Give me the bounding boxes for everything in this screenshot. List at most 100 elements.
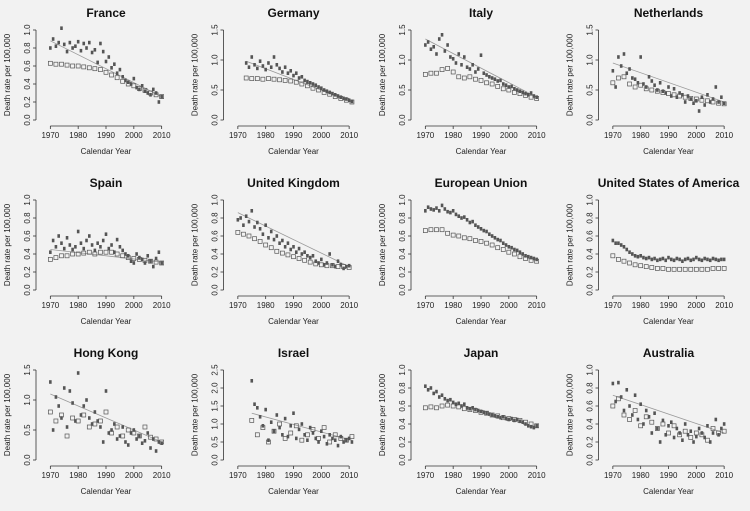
- data-point-cross: [708, 100, 712, 104]
- data-point-cross: [490, 234, 494, 238]
- data-point-square: [660, 421, 666, 427]
- data-point-cross: [99, 41, 102, 46]
- data-point-square: [473, 76, 478, 82]
- data-point-cross: [474, 223, 477, 227]
- y-tick-label: 1.0: [586, 194, 595, 206]
- data-point-square: [721, 266, 727, 271]
- data-point-square: [428, 70, 434, 76]
- data-point-square: [268, 245, 274, 251]
- x-tick-label: 1980: [69, 131, 87, 140]
- data-point-cross: [622, 52, 626, 56]
- data-point-square: [489, 81, 495, 87]
- data-point-cross: [717, 433, 720, 437]
- x-tick-label: 1980: [257, 471, 275, 480]
- y-tick-label: 1.0: [211, 418, 220, 430]
- data-point-square: [450, 403, 456, 409]
- data-point-cross: [471, 406, 474, 410]
- data-point-cross: [325, 261, 329, 265]
- data-point-square: [467, 236, 473, 242]
- data-point-square: [478, 239, 484, 244]
- data-point-cross: [294, 71, 298, 75]
- data-point-cross: [424, 209, 427, 213]
- data-point-square: [439, 403, 445, 409]
- data-point-square: [434, 70, 439, 76]
- data-point-cross: [722, 257, 726, 262]
- data-point-square: [610, 80, 616, 86]
- data-point-square: [288, 78, 294, 84]
- y-tick-label: 1.0: [23, 24, 32, 36]
- data-point-cross: [672, 87, 676, 91]
- data-point-cross: [314, 436, 318, 441]
- y-tick-label: 0.0: [23, 284, 32, 296]
- data-point-cross: [96, 60, 99, 65]
- data-point-square: [327, 439, 333, 445]
- data-point-cross: [619, 64, 623, 68]
- x-axis-title: Calendar Year: [268, 317, 319, 326]
- data-point-cross: [272, 429, 276, 433]
- data-point-square: [92, 421, 98, 427]
- data-point-cross: [320, 257, 323, 262]
- data-point-cross: [513, 87, 516, 91]
- data-point-cross: [124, 78, 127, 83]
- data-point-cross: [311, 82, 315, 86]
- data-point-square: [710, 266, 716, 271]
- data-point-square: [434, 227, 439, 233]
- data-point-cross: [289, 69, 293, 73]
- data-point-cross: [272, 237, 276, 242]
- trend-line: [251, 412, 353, 441]
- data-point-cross: [149, 259, 152, 263]
- data-point-cross: [496, 415, 499, 419]
- data-point-cross: [460, 63, 463, 67]
- data-point-cross: [672, 435, 676, 440]
- data-point-cross: [697, 426, 701, 431]
- data-point-cross: [143, 89, 147, 93]
- data-point-square: [616, 75, 621, 81]
- data-point-cross: [681, 259, 684, 263]
- data-point-cross: [720, 426, 723, 431]
- data-point-cross: [347, 263, 351, 268]
- data-point-cross: [706, 257, 709, 262]
- panel-european-union: European Union 0.0 0.2 0.4 0.6 0.8 1.0 1970 1980…: [378, 176, 546, 326]
- x-tick-label: 2000: [312, 301, 330, 310]
- data-point-cross: [300, 252, 304, 256]
- data-point-cross: [49, 250, 52, 254]
- data-point-square: [103, 409, 109, 415]
- data-point-cross: [449, 55, 452, 59]
- data-point-square: [153, 259, 159, 265]
- x-tick-label: 2000: [125, 471, 143, 480]
- data-point-square: [296, 256, 302, 261]
- data-point-cross: [703, 435, 706, 440]
- data-point-square: [148, 258, 153, 264]
- data-point-square: [632, 262, 638, 268]
- data-point-square: [86, 65, 92, 71]
- data-point-cross: [711, 256, 715, 261]
- y-axis-title: Death rate per 100,000: [3, 33, 12, 116]
- data-point-cross: [71, 247, 74, 252]
- data-point-cross: [286, 241, 290, 245]
- data-point-square: [616, 257, 621, 262]
- data-point-cross: [647, 415, 651, 419]
- data-point-cross: [614, 399, 617, 404]
- data-point-cross: [107, 246, 111, 251]
- data-point-cross: [325, 89, 329, 93]
- x-tick-label: 1970: [604, 131, 622, 140]
- x-tick-label: 1970: [604, 471, 622, 480]
- panel-japan: Japan 0.0 0.2 0.4 0.6 0.8 1.0 1970 1980 1990 2000 2…: [378, 346, 546, 496]
- data-point-square: [271, 428, 277, 434]
- data-point-cross: [132, 76, 136, 81]
- data-point-cross: [283, 245, 287, 249]
- data-point-cross: [686, 433, 690, 437]
- panel-title: Germany: [267, 6, 319, 20]
- data-point-cross: [485, 73, 488, 77]
- data-point-cross: [689, 97, 693, 101]
- data-point-cross: [261, 424, 265, 428]
- x-tick-label: 2000: [687, 131, 705, 140]
- data-point-cross: [440, 203, 444, 208]
- data-point-cross: [281, 70, 284, 74]
- data-point-cross: [278, 66, 281, 71]
- data-point-cross: [446, 209, 449, 214]
- data-point-cross: [129, 82, 133, 86]
- data-point-cross: [463, 402, 466, 406]
- data-point-cross: [628, 404, 631, 408]
- data-point-cross: [152, 264, 155, 269]
